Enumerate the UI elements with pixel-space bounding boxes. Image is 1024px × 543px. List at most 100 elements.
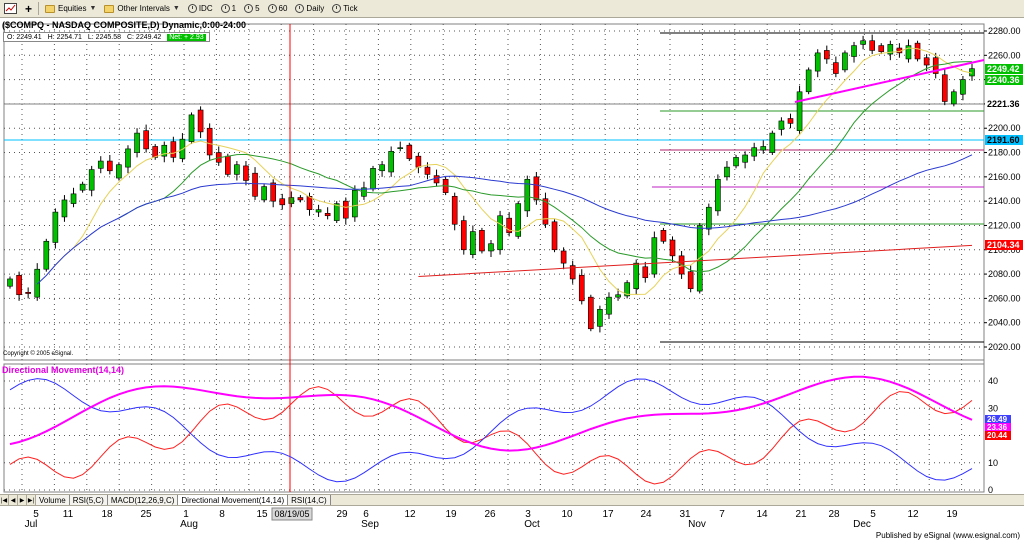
tab-volume[interactable]: Volume: [36, 495, 70, 505]
candle-up: [88, 169, 95, 191]
toolbar-divider: [38, 2, 40, 15]
date-axis-label: 6: [363, 509, 369, 520]
indicator-title: Directional Movement(14,14): [2, 365, 125, 375]
moving-average-200: [418, 244, 973, 277]
add-icon[interactable]: +: [25, 1, 33, 16]
folder-icon: [104, 4, 115, 13]
candle-up: [52, 211, 59, 243]
minus-di-line: [9, 386, 973, 485]
candle-down: [669, 239, 676, 257]
price-axis-label: 2080.00: [988, 269, 1021, 279]
candle-up: [34, 268, 41, 298]
clock-icon: [295, 4, 305, 13]
candle-up: [733, 157, 739, 167]
price-axis-label: 2180.00: [988, 148, 1021, 158]
price-axis-label: 2140.00: [988, 196, 1021, 206]
candle-down: [197, 109, 204, 133]
price-tag-bg: [985, 75, 1023, 85]
candle-up: [805, 69, 812, 93]
date-axis-label: 8: [219, 509, 225, 520]
indicator-tag-bg: [985, 415, 1011, 424]
candle-up: [796, 91, 803, 131]
price-tag-text: 2104.34: [987, 240, 1020, 250]
candle-up: [515, 203, 522, 237]
price-axis-label: 2280.00: [988, 26, 1021, 36]
price-axis-label: 2020.00: [988, 342, 1021, 352]
clock-icon: [267, 4, 277, 13]
candle-down: [823, 50, 830, 60]
cursor-date-bg: [271, 507, 313, 521]
price-tag-bg: [985, 99, 1023, 109]
equities-dropdown[interactable]: Equities ▼: [41, 1, 100, 17]
moving-average-long: [36, 154, 973, 285]
tab-prev-icon[interactable]: ◀: [9, 495, 18, 505]
candle-up: [814, 52, 821, 72]
candle-up: [751, 147, 757, 157]
candle-up: [97, 160, 104, 169]
candle-up: [7, 278, 13, 287]
date-axis-label: 11: [63, 509, 74, 520]
price-axis-label: 2120.00: [988, 220, 1021, 230]
price-axis-label: 2260.00: [988, 50, 1021, 60]
interval-tick-label: Tick: [343, 4, 358, 13]
other-intervals-dropdown[interactable]: Other Intervals ▼: [100, 1, 183, 17]
interval-tick-button[interactable]: Tick: [328, 1, 361, 17]
date-axis-label: 18: [101, 509, 113, 520]
net-change-value: Net: + 2.93: [167, 33, 206, 41]
indicator-axis-label: 10: [988, 458, 998, 468]
price-axis-label: 2060.00: [988, 293, 1021, 303]
tab-first-icon[interactable]: |◀: [0, 495, 9, 505]
candle-down: [415, 155, 422, 168]
moving-average-mid: [118, 61, 973, 273]
date-axis-label: 14: [756, 509, 768, 520]
interval-1-button[interactable]: 1: [217, 1, 240, 17]
interval-5-button[interactable]: 5: [240, 1, 263, 17]
tab-last-icon[interactable]: ▶|: [27, 495, 36, 505]
clock-icon: [244, 4, 254, 13]
candle-down: [878, 45, 885, 52]
close-value: C: 2249.42: [126, 33, 162, 41]
date-axis-label: 19: [445, 509, 457, 520]
chart-menu-icon[interactable]: [0, 1, 21, 17]
candle-down: [342, 200, 349, 219]
candle-down: [252, 172, 258, 197]
indicator-tag-label: 23.36: [985, 423, 1011, 432]
candle-down: [306, 195, 313, 210]
cursor-date-box: 08/19/05: [271, 507, 313, 521]
price-panel-frame: [3, 23, 985, 361]
tab-rsi-5[interactable]: RSI(5,C): [69, 495, 108, 505]
candle-down: [479, 230, 485, 252]
candle-up: [633, 262, 640, 289]
candle-up: [288, 197, 295, 204]
plus-di-line: [9, 378, 973, 483]
tab-next-icon[interactable]: ▶: [18, 495, 27, 505]
tab-rsi-14[interactable]: RSI(14,C): [288, 495, 331, 505]
interval-60-button[interactable]: 60: [264, 1, 292, 17]
candle-down: [642, 266, 649, 279]
price-chart[interactable]: 2280.002260.002240.002220.002200.002180.…: [0, 18, 1024, 530]
candle-down: [279, 198, 286, 206]
candle-down: [107, 160, 113, 172]
price-axis-label: 2040.00: [988, 318, 1021, 328]
interval-daily-button[interactable]: Daily: [291, 1, 328, 17]
dropdown-arrow-icon: ▼: [89, 5, 97, 12]
tab-macd[interactable]: MACD(12,26,9,C): [107, 495, 179, 505]
candle-up: [134, 132, 140, 153]
open-value: O: 2249.41: [7, 33, 42, 41]
candle-down: [25, 292, 31, 294]
ohlc-readout: O: 2249.41 H: 2254.71 L: 2245.58 C: 2249…: [3, 32, 210, 42]
interval-idc-label: IDC: [198, 4, 213, 13]
tab-directional-movement[interactable]: Directional Movement(14,14): [178, 495, 289, 505]
interval-idc-button[interactable]: IDC: [184, 1, 217, 17]
candle-down: [424, 166, 431, 175]
interval-1-label: 1: [231, 4, 237, 13]
interval-60-label: 60: [278, 4, 288, 13]
interval-5-label: 5: [255, 4, 260, 13]
indicator-tag-label: 20.44: [985, 431, 1011, 440]
date-axis-label: 1: [183, 509, 189, 520]
copyright-text: Copyright © 2005 eSignal.: [3, 351, 74, 357]
candle-up: [161, 144, 168, 157]
candle-up: [724, 166, 730, 178]
low-value: L: 2245.58: [87, 33, 121, 41]
candle-up: [61, 199, 68, 218]
